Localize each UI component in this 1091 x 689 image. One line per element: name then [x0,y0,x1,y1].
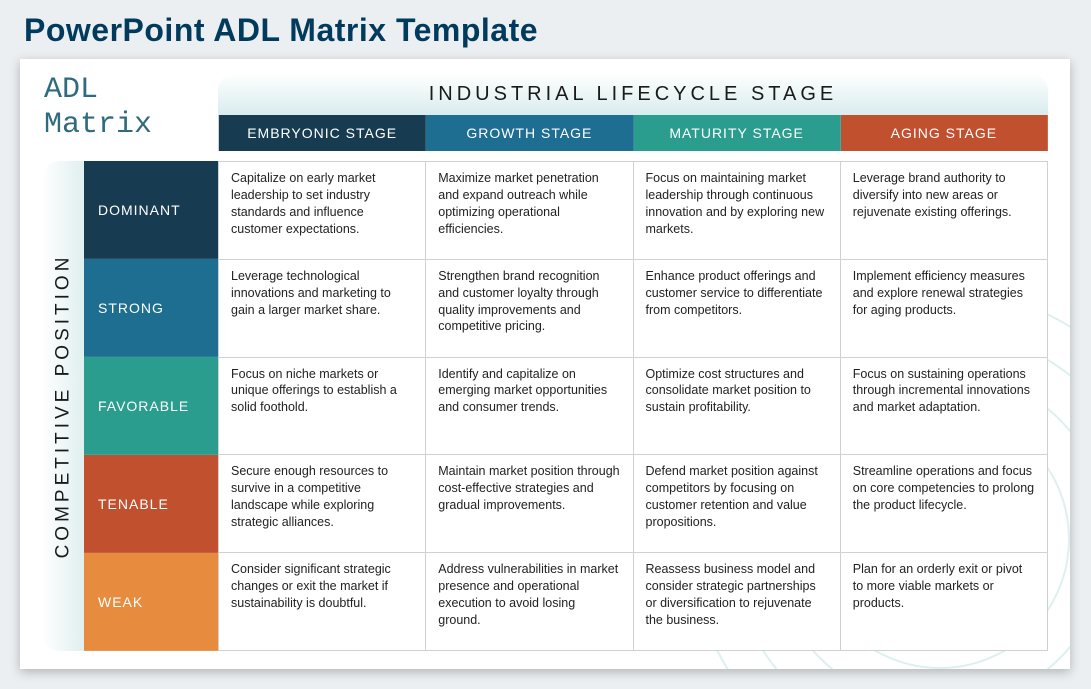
cell-r1-c2: Enhance product offerings and customer s… [634,260,841,358]
cell-r1-c1: Strengthen brand recognition and custome… [426,260,633,358]
cell-r3-c3: Streamline operations and focus on core … [841,455,1048,553]
position-header-1: STRONG [84,259,218,357]
matrix-grid: Capitalize on early market leadership to… [218,161,1048,651]
stage-header-3: AGING STAGE [841,115,1048,151]
cell-r0-c1: Maximize market penetration and expand o… [426,162,633,260]
cell-r4-c1: Address vulnerabilities in market presen… [426,553,633,651]
cell-r1-c0: Leverage technological innovations and m… [219,260,426,358]
cell-r2-c3: Focus on sustaining operations through i… [841,358,1048,456]
cell-r3-c1: Maintain market position through cost-ef… [426,455,633,553]
lifecycle-stage-header: INDUSTRIAL LIFECYCLE STAGE [218,73,1048,115]
cell-r3-c0: Secure enough resources to survive in a … [219,455,426,553]
position-header-0: DOMINANT [84,161,218,259]
competitive-position-text: COMPETITIVE POSITION [52,254,74,559]
stage-header-1: GROWTH STAGE [426,115,633,151]
cell-r4-c2: Reassess business model and consider str… [634,553,841,651]
position-header-column: DOMINANTSTRONGFAVORABLETENABLEWEAK [84,161,218,651]
adl-matrix-label: ADL Matrix [44,73,152,142]
cell-r2-c2: Optimize cost structures and consolidate… [634,358,841,456]
stage-header-row: EMBRYONIC STAGEGROWTH STAGEMATURITY STAG… [218,115,1048,151]
stage-header-0: EMBRYONIC STAGE [219,115,426,151]
cell-r2-c0: Focus on niche markets or unique offerin… [219,358,426,456]
cell-r1-c3: Implement efficiency measures and explor… [841,260,1048,358]
cell-r2-c1: Identify and capitalize on emerging mark… [426,358,633,456]
slide: ADL Matrix INDUSTRIAL LIFECYCLE STAGE EM… [20,59,1070,669]
cell-r4-c3: Plan for an orderly exit or pivot to mor… [841,553,1048,651]
cell-r4-c0: Consider significant strategic changes o… [219,553,426,651]
stage-header-2: MATURITY STAGE [634,115,841,151]
adl-label-line1: ADL [44,73,98,107]
competitive-position-header: COMPETITIVE POSITION [42,161,84,651]
position-header-2: FAVORABLE [84,357,218,455]
separator [42,151,1048,161]
cell-r0-c3: Leverage brand authority to diversify in… [841,162,1048,260]
position-header-4: WEAK [84,553,218,651]
cell-r3-c2: Defend market position against competito… [634,455,841,553]
adl-label-line2: Matrix [44,108,152,142]
position-header-3: TENABLE [84,455,218,553]
cell-r0-c2: Focus on maintaining market leadership t… [634,162,841,260]
cell-r0-c0: Capitalize on early market leadership to… [219,162,426,260]
page-title: PowerPoint ADL Matrix Template [24,12,1071,49]
